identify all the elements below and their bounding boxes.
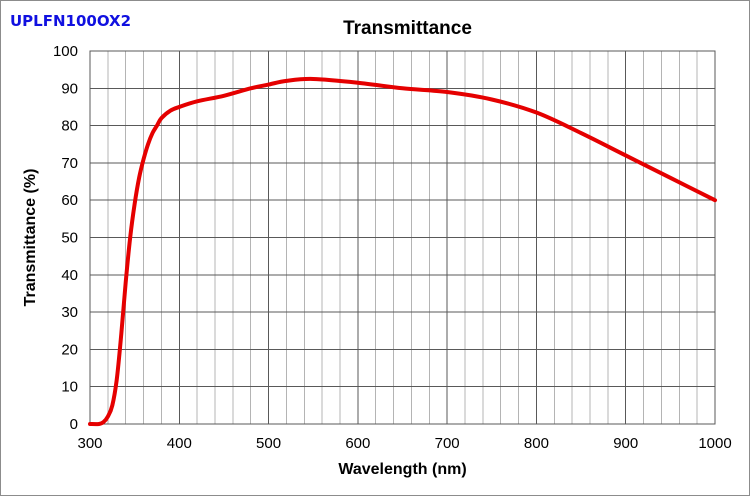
y-tick-labels: 0 10 20 30 40 50 60 70 80 90 100 — [53, 43, 78, 433]
y-tick-label: 0 — [70, 416, 78, 433]
y-tick-label: 70 — [61, 155, 78, 172]
product-label: UPLFN100OX2 — [10, 12, 132, 30]
x-axis-label: Wavelength (nm) — [338, 461, 466, 478]
x-tick-labels: 300 400 500 600 700 800 900 1000 — [77, 435, 731, 452]
y-axis-label: Transmittance (%) — [22, 169, 39, 307]
x-tick-label: 800 — [524, 435, 549, 452]
x-tick-label: 1000 — [698, 435, 731, 452]
transmittance-curve — [88, 76, 717, 427]
y-tick-label: 20 — [61, 341, 78, 358]
y-tick-label: 30 — [61, 304, 78, 321]
x-tick-label: 600 — [345, 435, 370, 452]
y-tick-label: 80 — [61, 118, 78, 135]
x-tick-label: 500 — [256, 435, 281, 452]
y-tick-label: 60 — [61, 192, 78, 209]
plot-border — [89, 50, 716, 425]
y-tick-label: 100 — [53, 43, 78, 60]
y-tick-label: 10 — [61, 379, 78, 396]
y-tick-label: 50 — [61, 230, 78, 247]
x-tick-label: 900 — [613, 435, 638, 452]
x-tick-label: 700 — [435, 435, 460, 452]
y-tick-label: 90 — [61, 80, 78, 97]
y-tick-label: 40 — [61, 267, 78, 284]
x-tick-label: 300 — [77, 435, 102, 452]
x-tick-label: 400 — [167, 435, 192, 452]
grid-lines — [90, 51, 715, 424]
chart-title: Transmittance — [343, 18, 472, 39]
